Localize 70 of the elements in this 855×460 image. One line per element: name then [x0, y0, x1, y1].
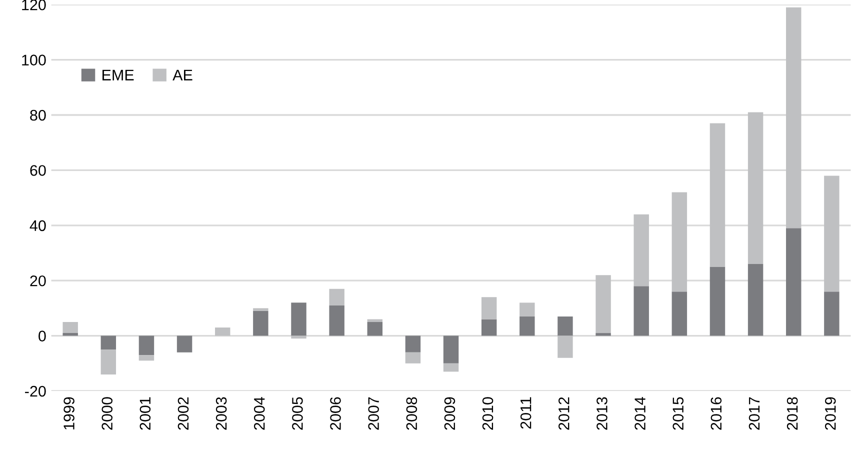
bar [824, 292, 840, 336]
x-tick-label: 2013 [596, 397, 608, 430]
y-tick-label: 40 [30, 220, 46, 232]
bar [520, 316, 535, 336]
x-tick-label: 2018 [786, 397, 798, 430]
bar [329, 305, 344, 336]
bar [214, 328, 230, 336]
x-tick-label: 2004 [254, 397, 265, 430]
bar [291, 336, 306, 339]
bar [62, 322, 78, 334]
y-tick-label: 60 [30, 165, 46, 176]
legend-label: AE [172, 70, 192, 80]
bar [62, 333, 78, 336]
y-tick-label: 0 [38, 330, 46, 342]
bar [558, 336, 573, 358]
bar [824, 176, 840, 292]
y-tick-label: 80 [30, 110, 46, 121]
bar [558, 316, 573, 336]
bar [672, 292, 688, 336]
bar [329, 288, 344, 306]
bar [520, 302, 535, 316]
x-tick-label: 2001 [140, 397, 151, 430]
bar [367, 319, 382, 322]
bar [405, 336, 421, 352]
x-tick-label: 2019 [824, 397, 836, 430]
x-tick-label: 2011 [520, 397, 532, 429]
bar [138, 355, 154, 361]
x-tick-label: 2012 [558, 397, 570, 430]
x-tick-label: 2014 [634, 397, 646, 430]
x-tick-label: 1999 [64, 397, 74, 430]
x-tick-label: 2002 [178, 397, 189, 430]
bar [176, 336, 192, 352]
x-tick-label: 2003 [216, 397, 227, 430]
bar [100, 350, 116, 374]
x-tick-label: 2008 [406, 397, 418, 430]
y-tick-label: 100 [22, 54, 46, 66]
x-tick-label: 2016 [710, 397, 722, 430]
x-tick-label: 2005 [292, 397, 303, 430]
bar [710, 266, 726, 336]
bar [405, 352, 421, 364]
legend-label: EME [102, 70, 134, 80]
y-tick-label: -20 [25, 386, 46, 397]
bar [367, 322, 382, 336]
bar [710, 123, 726, 267]
x-tick-label: 2007 [368, 397, 379, 430]
bar [253, 308, 268, 311]
x-tick-label: 2009 [444, 397, 456, 430]
x-tick-label: 2000 [102, 397, 113, 430]
bar [748, 112, 764, 264]
bar [481, 319, 497, 336]
bar [634, 214, 649, 286]
y-tick-label: 20 [30, 275, 46, 286]
bar [786, 228, 802, 336]
x-tick-label: 2015 [672, 397, 684, 430]
bar [100, 336, 116, 350]
x-tick-label: 2010 [482, 397, 494, 430]
bar [291, 302, 306, 336]
x-tick-label: 2006 [330, 397, 341, 430]
bar [786, 7, 802, 228]
bar [748, 264, 764, 336]
bar [481, 297, 497, 320]
bar [253, 310, 268, 336]
x-tick-label: 2017 [748, 397, 760, 430]
bar [443, 336, 459, 364]
bar [443, 363, 459, 372]
bar [596, 333, 611, 336]
bar [634, 286, 649, 336]
bar [138, 336, 154, 356]
bar [596, 275, 611, 334]
bar [672, 192, 688, 292]
